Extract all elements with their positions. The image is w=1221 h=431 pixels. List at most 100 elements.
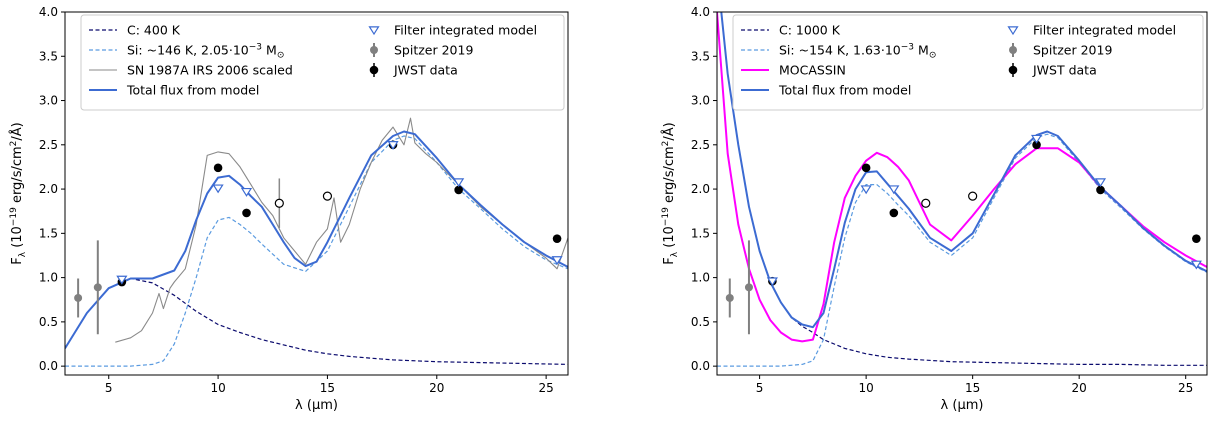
right-axes-frame xyxy=(716,11,1208,376)
left-y-axis-label-part: (10 xyxy=(10,226,25,252)
right-y-tick-label: 1.5 xyxy=(691,226,710,240)
left-y-axis-label-part: /Å) xyxy=(9,122,25,140)
left-legend-swatch-jwst xyxy=(369,65,379,75)
left-x-tick-label: 5 xyxy=(105,381,113,395)
left-jwst-open-point xyxy=(274,198,284,208)
right-legend-label-part: M xyxy=(914,43,929,58)
left-legend-label-total: Total flux from model xyxy=(126,83,259,98)
left-y-tick-label: 2.5 xyxy=(39,138,58,152)
left-legend-label-part: −3 xyxy=(249,43,262,53)
left-legend-swatch-spitzer xyxy=(370,46,378,54)
left-legend-label-jwst: JWST data xyxy=(393,63,458,78)
right-legend-label-carbon: C: 1000 K xyxy=(779,23,841,38)
right-y-tick-label: 2.0 xyxy=(691,182,710,196)
right-y-axis-label-part: (10 xyxy=(662,226,677,252)
right-jwst-point xyxy=(889,208,899,218)
left-filter-model-point xyxy=(240,187,253,197)
left-y-axis-label-part: −19 xyxy=(9,207,19,226)
left-legend-label-carbon: C: 400 K xyxy=(127,23,181,38)
left-filter-model-point xyxy=(116,275,128,285)
right-y-axis-label-part: 2 xyxy=(661,141,671,147)
left-filter-model-point xyxy=(453,178,465,188)
left-jwst-point xyxy=(213,163,223,173)
right-legend-box xyxy=(732,14,1204,111)
right-x-tick-label: 15 xyxy=(965,381,980,395)
left-legend-label-filter: Filter integrated model xyxy=(394,23,537,38)
left-legend-label-sn1987a: SN 1987A IRS 2006 scaled xyxy=(127,63,293,78)
right-jwst-point xyxy=(1192,234,1201,243)
right-x-tick-label: 10 xyxy=(858,381,873,395)
right-y-axis-label-part: /Å) xyxy=(661,122,677,140)
left-y-axis-label-part: λ xyxy=(18,251,28,257)
left-jwst-point xyxy=(242,208,251,218)
left-y-axis-label-part: erg/s/cm xyxy=(10,146,25,207)
right-legend-label-mocassin: MOCASSIN xyxy=(779,63,846,78)
left-legend-label-part: Si: ~146 K, 2.05·10 xyxy=(127,43,249,58)
right-legend-label-spitzer: Spitzer 2019 xyxy=(1033,43,1112,58)
right-filter-model-point xyxy=(860,185,872,195)
left-y-tick-label: 3.5 xyxy=(39,49,58,63)
right-x-tick-label: 5 xyxy=(756,381,764,395)
right-y-axis-label-part: F xyxy=(662,257,677,264)
right-filter-model-point xyxy=(1094,178,1107,188)
right-x-axis-label: λ (μm) xyxy=(941,398,984,413)
right-y-tick-label: 0.5 xyxy=(691,315,710,329)
right-series-silicate-line xyxy=(717,133,1207,367)
left-filter-model-point xyxy=(551,256,563,266)
right-jwst-point xyxy=(1032,140,1041,150)
left-series-total-line xyxy=(65,130,568,349)
left-legend-label-silicate: Si: ~146 K, 2.05·10−3 M⊙ xyxy=(127,43,284,61)
left-y-axis-label-part: 2 xyxy=(9,141,19,147)
left-legend-label-part: M xyxy=(262,43,277,58)
right-filter-model-point xyxy=(1030,134,1043,144)
right-legend-label-silicate: Si: ~154 K, 1.63·10−3 M⊙ xyxy=(779,43,936,61)
right-filter-model-point xyxy=(766,277,778,287)
left-spitzer-point xyxy=(93,283,102,292)
right-legend-label-jwst: JWST data xyxy=(1032,63,1097,78)
left-legend-box xyxy=(80,14,565,111)
right-series-carbon-line xyxy=(720,12,1207,366)
left-filter-model-point xyxy=(387,141,399,150)
left-panel: 5 10 15 20 25 0.0 0.5 1.0 1.5 2.0 2.5 3.0 3.5 4.0 λ (μ… xyxy=(9,5,569,413)
left-legend: C: 400 K Si: ~146 K, 2.05·10−3 M⊙ SN 1987A… xyxy=(80,14,565,111)
right-legend-label-part: −3 xyxy=(901,43,914,53)
left-y-tick-label: 1.0 xyxy=(39,271,58,285)
left-jwst-open-point xyxy=(322,191,333,201)
right-jwst-open-point xyxy=(968,191,978,201)
left-jwst-point xyxy=(454,185,463,195)
right-jwst-point xyxy=(1096,185,1105,195)
right-y-tick-label: 0.0 xyxy=(691,359,710,373)
right-legend-label-part: ⊙ xyxy=(929,51,937,61)
right-jwst-point xyxy=(861,163,871,173)
left-y-tick-label: 2.0 xyxy=(39,182,58,196)
right-legend-swatch-spitzer xyxy=(1009,46,1017,54)
left-legend-label-spitzer: Spitzer 2019 xyxy=(394,43,473,58)
left-legend-label-part: ⊙ xyxy=(277,51,285,61)
left-series-silicate-line xyxy=(65,135,568,367)
left-filter-model-point xyxy=(212,184,224,194)
right-panel: 5 10 15 20 25 0.0 0.5 1.0 1.5 2.0 2.5 3.0 3.5 4.0 λ (μ… xyxy=(661,5,1208,413)
right-y-tick-label: 1.0 xyxy=(691,271,710,285)
right-legend-label-total: Total flux from model xyxy=(778,83,911,98)
right-x-tick-label: 20 xyxy=(1072,381,1087,395)
right-y-axis-label-part: λ xyxy=(670,251,680,257)
right-plot-area xyxy=(717,12,1207,367)
left-x-tick-label: 10 xyxy=(210,381,225,395)
left-axes-frame xyxy=(64,11,569,376)
right-filter-model-point xyxy=(888,185,900,195)
right-jwst-open-point xyxy=(921,198,931,208)
left-y-tick-label: 0.5 xyxy=(39,315,58,329)
left-plot-area xyxy=(65,117,568,367)
right-legend: C: 1000 K Si: ~154 K, 1.63·10−3 M⊙ MOCASSI… xyxy=(732,14,1204,111)
right-legend-label-filter: Filter integrated model xyxy=(1033,23,1176,38)
right-y-tick-label: 3.0 xyxy=(691,94,710,108)
left-series-carbon-line xyxy=(65,277,568,365)
right-x-tick-label: 25 xyxy=(1178,381,1193,395)
left-x-axis-label: λ (μm) xyxy=(295,398,338,413)
right-y-tick-label: 3.5 xyxy=(691,49,710,63)
left-y-axis-label: Fλ (10−19 erg/s/cm2/Å) xyxy=(9,122,28,265)
left-y-axis-label-part: F xyxy=(10,257,25,264)
left-x-tick-label: 15 xyxy=(320,381,335,395)
left-x-tick-label: 25 xyxy=(538,381,553,395)
